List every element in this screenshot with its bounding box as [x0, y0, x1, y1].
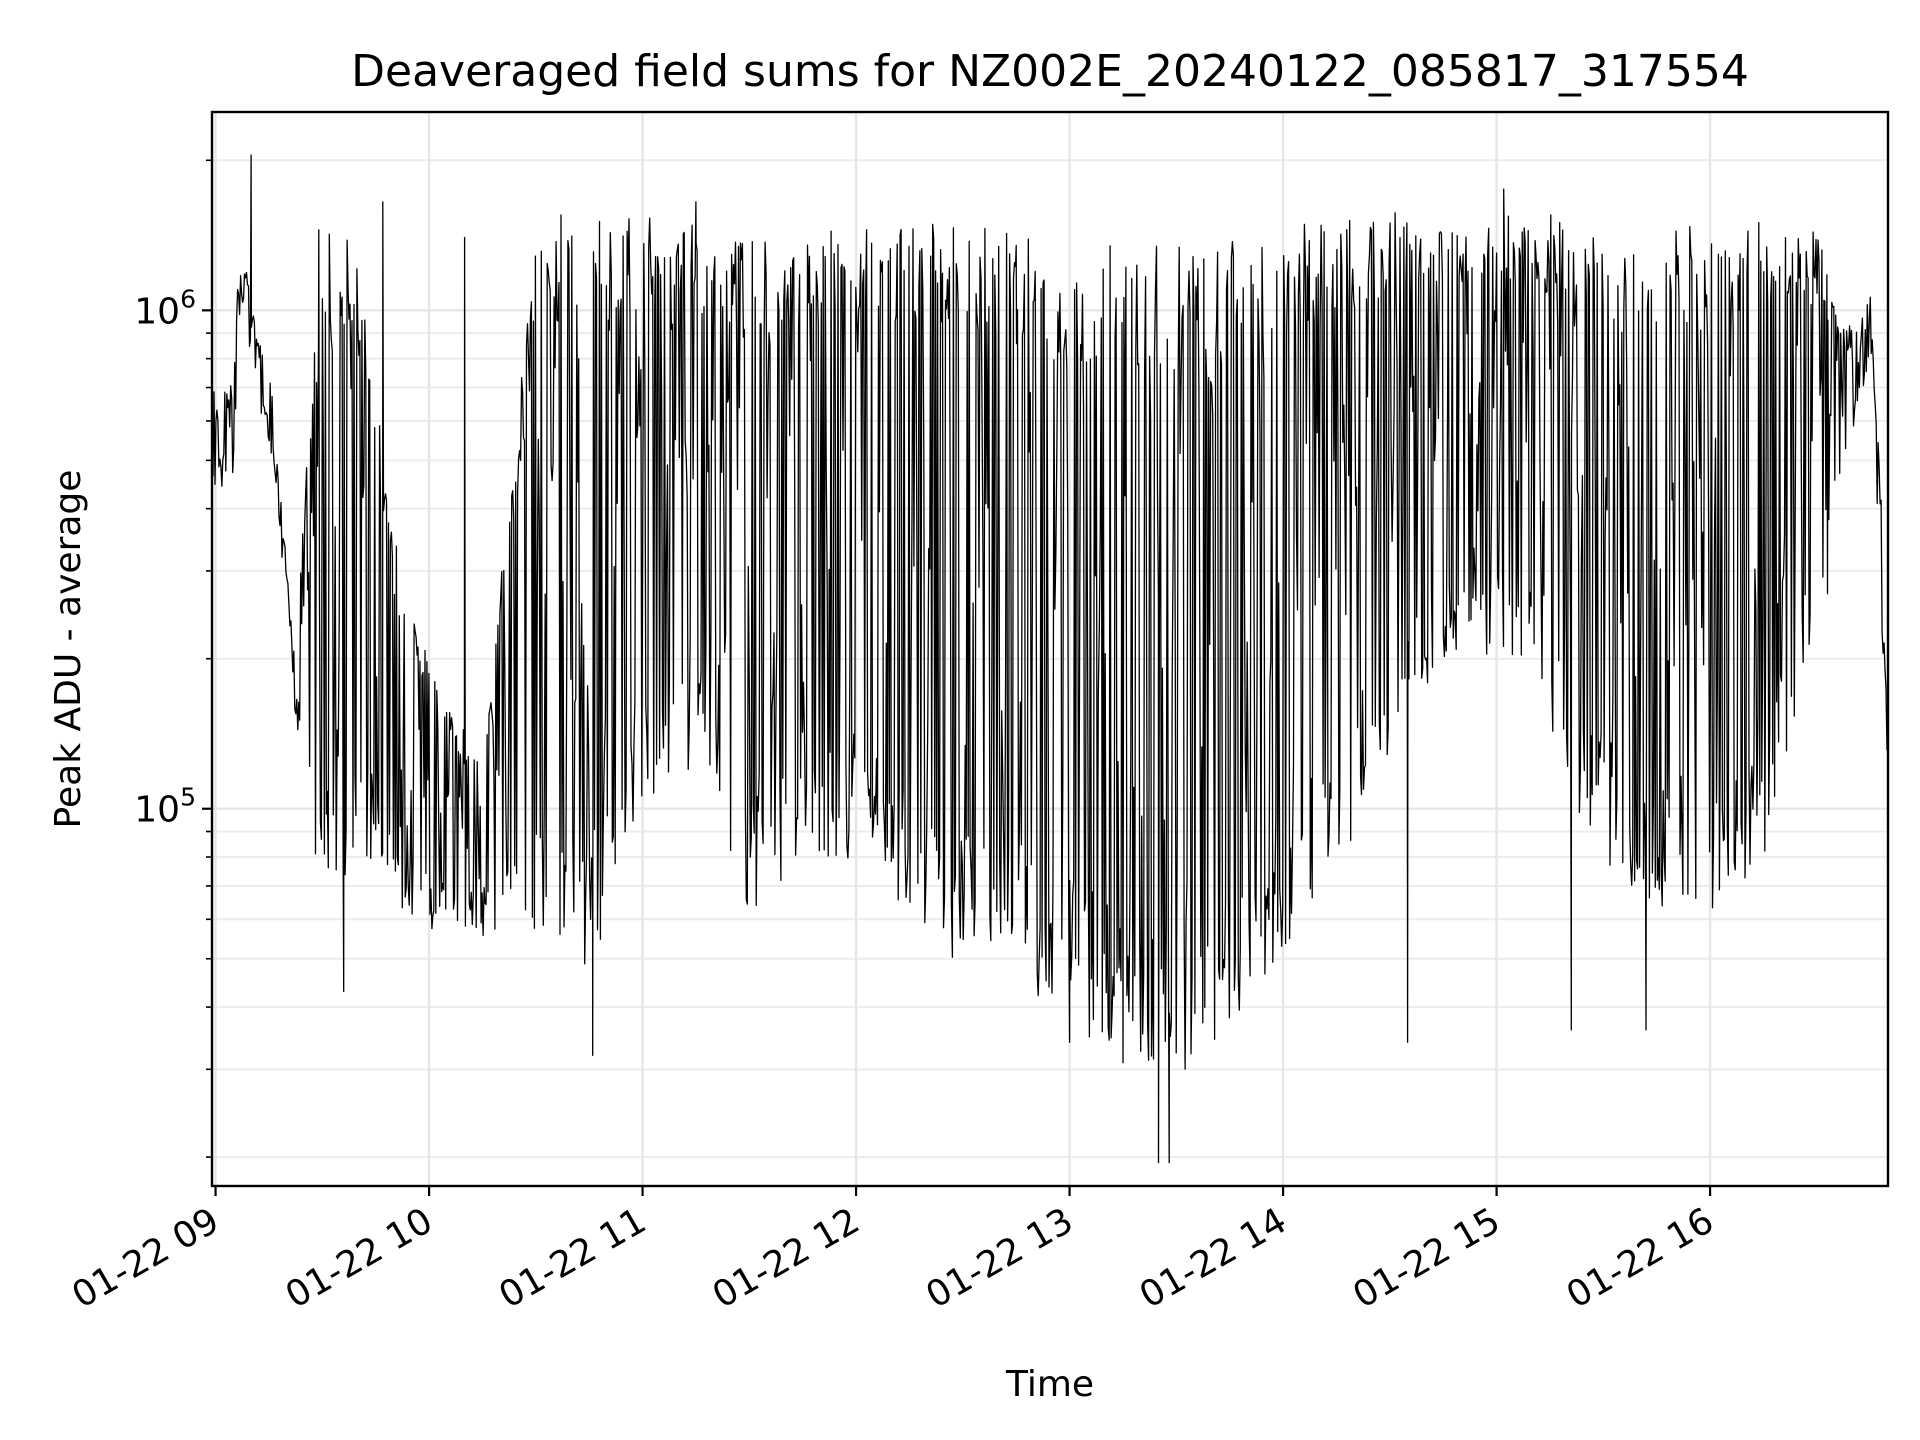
chart-title: Deaveraged field sums for NZ002E_2024012…	[351, 46, 1749, 97]
y-tick-label: 105	[134, 783, 196, 831]
x-axis-label: Time	[1005, 1364, 1094, 1405]
y-axis-label: Peak ADU - average	[48, 470, 89, 829]
series-layer	[211, 154, 1889, 1164]
plot-frame	[210, 110, 1890, 1188]
series-line	[211, 154, 1889, 1164]
y-tick-label: 106	[134, 284, 196, 332]
